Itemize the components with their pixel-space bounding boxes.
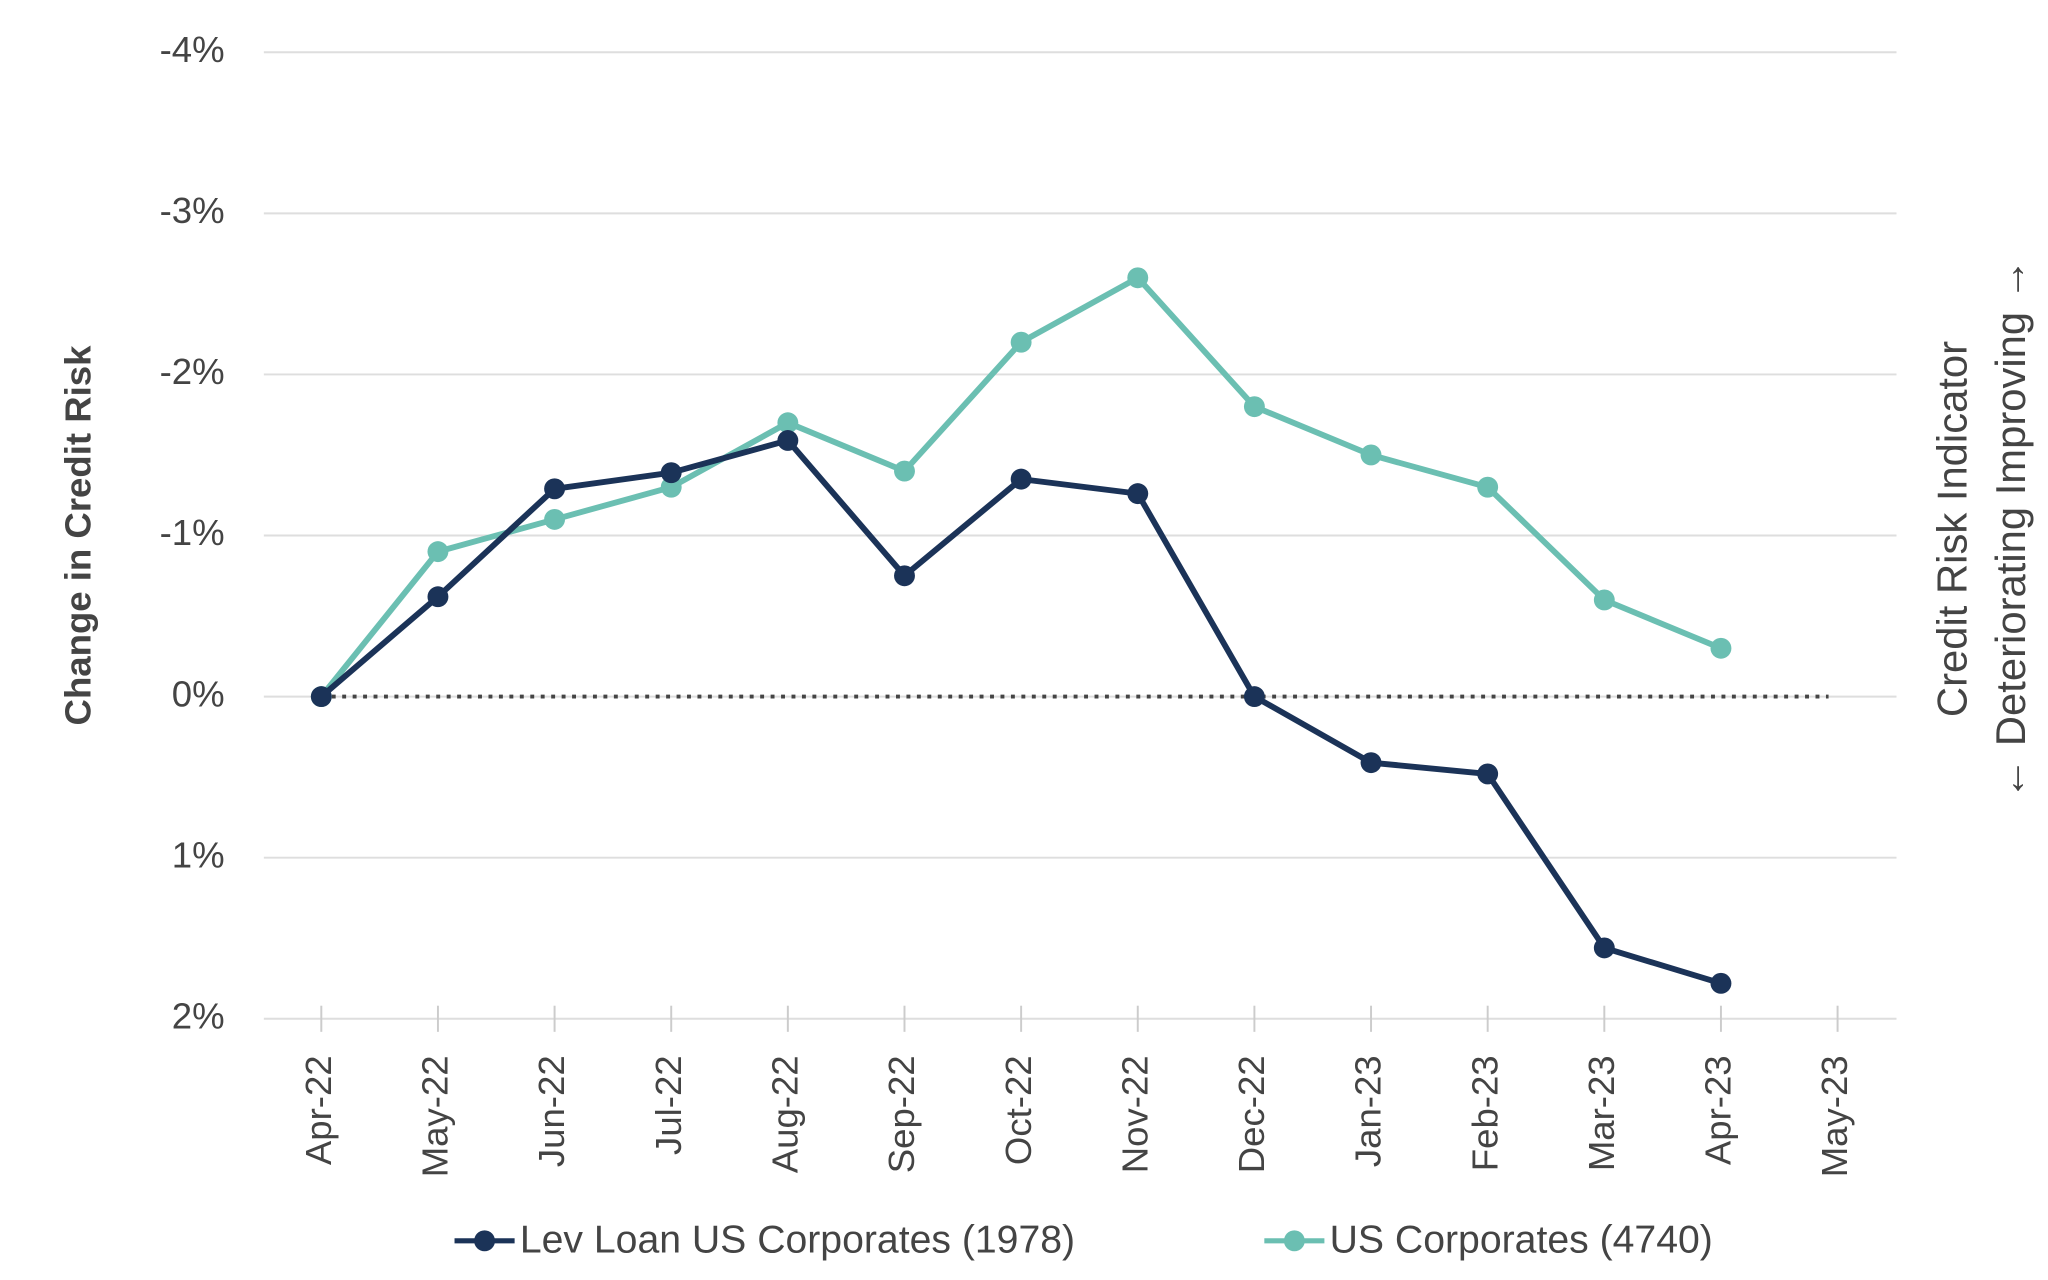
x-tick-label: Nov-22 xyxy=(1114,1055,1155,1173)
x-tick-label: Dec-22 xyxy=(1231,1055,1272,1173)
x-tick-label: Jun-22 xyxy=(531,1055,572,1167)
x-tick-label: May-23 xyxy=(1814,1055,1855,1177)
data-point xyxy=(1243,686,1265,708)
y-axis-title: Change in Credit Risk xyxy=(58,345,99,726)
x-tick-label: Oct-22 xyxy=(998,1055,1039,1165)
data-point xyxy=(1593,589,1615,611)
y-tick-label: -3% xyxy=(160,190,225,231)
y-tick-label: 0% xyxy=(172,673,225,714)
x-tick-label: Mar-23 xyxy=(1581,1055,1622,1171)
data-point xyxy=(1127,267,1149,289)
legend-marker xyxy=(474,1230,496,1252)
data-point xyxy=(894,460,915,482)
data-point xyxy=(544,478,566,500)
y-tick-label: -2% xyxy=(160,351,225,392)
data-point xyxy=(427,586,449,608)
data-point xyxy=(1477,763,1499,785)
legend-label: US Corporates (4740) xyxy=(1330,1218,1713,1261)
data-point xyxy=(1710,972,1732,994)
x-tick-label: Jan-23 xyxy=(1348,1055,1389,1167)
y2-axis-title: Credit Risk Indicator xyxy=(1928,341,1975,717)
data-point xyxy=(1127,483,1149,505)
x-tick-label: Jul-22 xyxy=(648,1055,689,1155)
y-tick-label: -4% xyxy=(160,29,225,70)
data-point xyxy=(660,476,682,498)
data-point xyxy=(1010,468,1032,490)
x-tick-label: Apr-23 xyxy=(1698,1055,1739,1165)
data-point xyxy=(1477,476,1499,498)
data-point xyxy=(1593,937,1615,959)
data-point xyxy=(544,508,566,530)
data-point xyxy=(1360,752,1382,774)
series-line xyxy=(319,437,1722,987)
data-point xyxy=(777,412,799,434)
x-tick-label: Apr-22 xyxy=(298,1055,339,1165)
x-tick-label: Feb-23 xyxy=(1464,1055,1505,1171)
data-point xyxy=(894,565,915,587)
legend-marker xyxy=(1283,1230,1305,1252)
y-tick-label: 2% xyxy=(172,995,225,1036)
data-point xyxy=(777,430,799,451)
x-tick-label: Sep-22 xyxy=(881,1055,922,1173)
data-point xyxy=(1010,331,1032,353)
data-point xyxy=(427,541,449,563)
y-tick-label: 1% xyxy=(172,834,225,875)
legend-label: Lev Loan US Corporates (1978) xyxy=(520,1218,1075,1261)
data-point xyxy=(1360,444,1382,466)
data-point xyxy=(1243,396,1265,418)
y2-axis-subtitle: ← Deteriorating Improving → xyxy=(1987,258,2034,799)
x-tick-label: Aug-22 xyxy=(765,1055,806,1173)
data-point xyxy=(1710,637,1732,659)
data-point xyxy=(310,686,332,708)
data-point xyxy=(660,462,682,484)
y-tick-label: -1% xyxy=(160,512,225,553)
x-tick-label: May-22 xyxy=(415,1055,456,1177)
